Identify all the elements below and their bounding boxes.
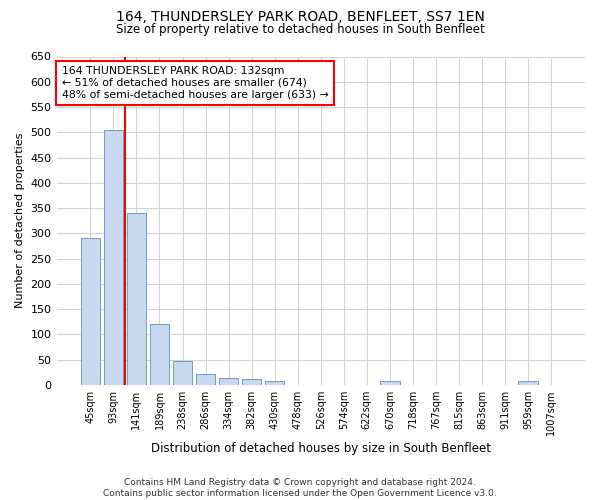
Bar	[219, 378, 238, 385]
Bar	[518, 382, 538, 385]
Bar	[80, 238, 100, 385]
Text: Contains HM Land Registry data © Crown copyright and database right 2024.
Contai: Contains HM Land Registry data © Crown c…	[103, 478, 497, 498]
X-axis label: Distribution of detached houses by size in South Benfleet: Distribution of detached houses by size …	[151, 442, 491, 455]
Text: 164, THUNDERSLEY PARK ROAD, BENFLEET, SS7 1EN: 164, THUNDERSLEY PARK ROAD, BENFLEET, SS…	[116, 10, 484, 24]
Bar	[173, 361, 193, 385]
Bar	[196, 374, 215, 385]
Bar	[380, 382, 400, 385]
Y-axis label: Number of detached properties: Number of detached properties	[15, 133, 25, 308]
Bar	[149, 324, 169, 385]
Bar	[242, 379, 262, 385]
Bar	[265, 382, 284, 385]
Text: 164 THUNDERSLEY PARK ROAD: 132sqm
← 51% of detached houses are smaller (674)
48%: 164 THUNDERSLEY PARK ROAD: 132sqm ← 51% …	[62, 66, 329, 100]
Text: Size of property relative to detached houses in South Benfleet: Size of property relative to detached ho…	[116, 22, 484, 36]
Bar	[127, 213, 146, 385]
Bar	[104, 130, 123, 385]
